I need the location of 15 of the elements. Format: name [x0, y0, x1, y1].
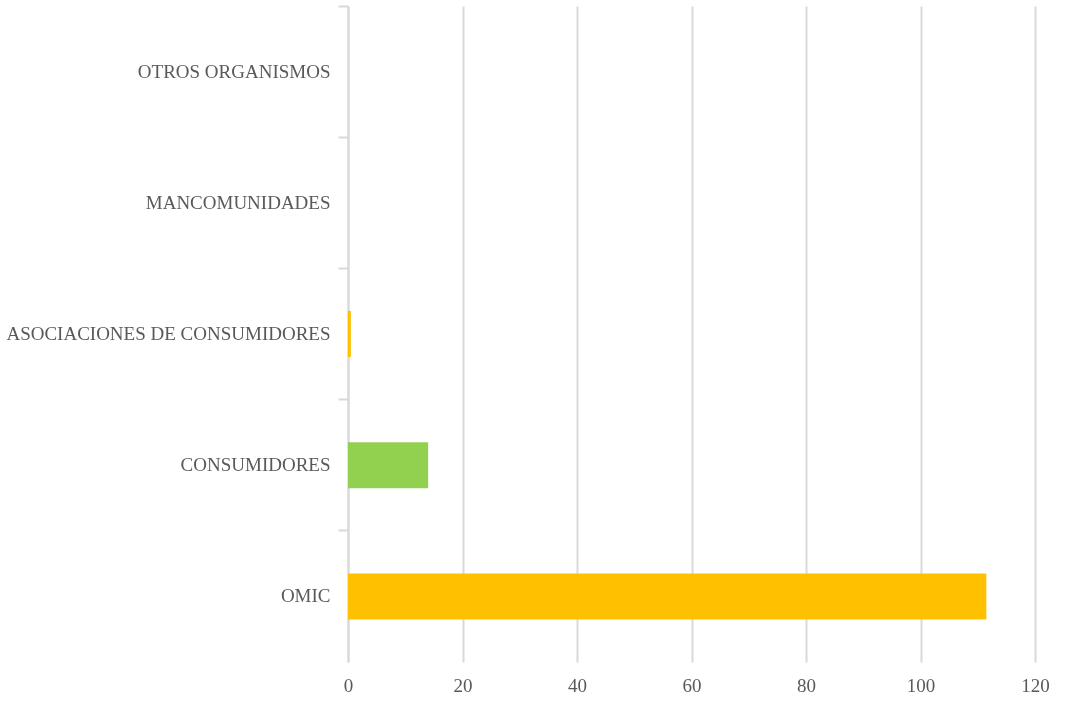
y-tick-label: OTROS ORGANISMOS — [137, 60, 331, 82]
x-tick-label: 120 — [1021, 674, 1050, 696]
x-tick-label: 60 — [682, 674, 702, 696]
bar — [348, 311, 351, 357]
bar — [348, 573, 987, 620]
x-tick-label: 100 — [906, 674, 936, 696]
x-tick-label: 80 — [797, 674, 816, 696]
y-tick-label: CONSUMIDORES — [180, 454, 331, 476]
x-tick-label: 20 — [453, 674, 473, 696]
y-tick-label: OMIC — [280, 585, 331, 607]
x-tick-label: 0 — [343, 674, 354, 696]
y-tick-label: ASOCIACIONES DE CONSUMIDORES — [6, 323, 331, 344]
y-tick-label: MANCOMUNIDADES — [145, 191, 331, 213]
x-tick-label: 40 — [568, 674, 587, 696]
bar — [348, 442, 429, 489]
